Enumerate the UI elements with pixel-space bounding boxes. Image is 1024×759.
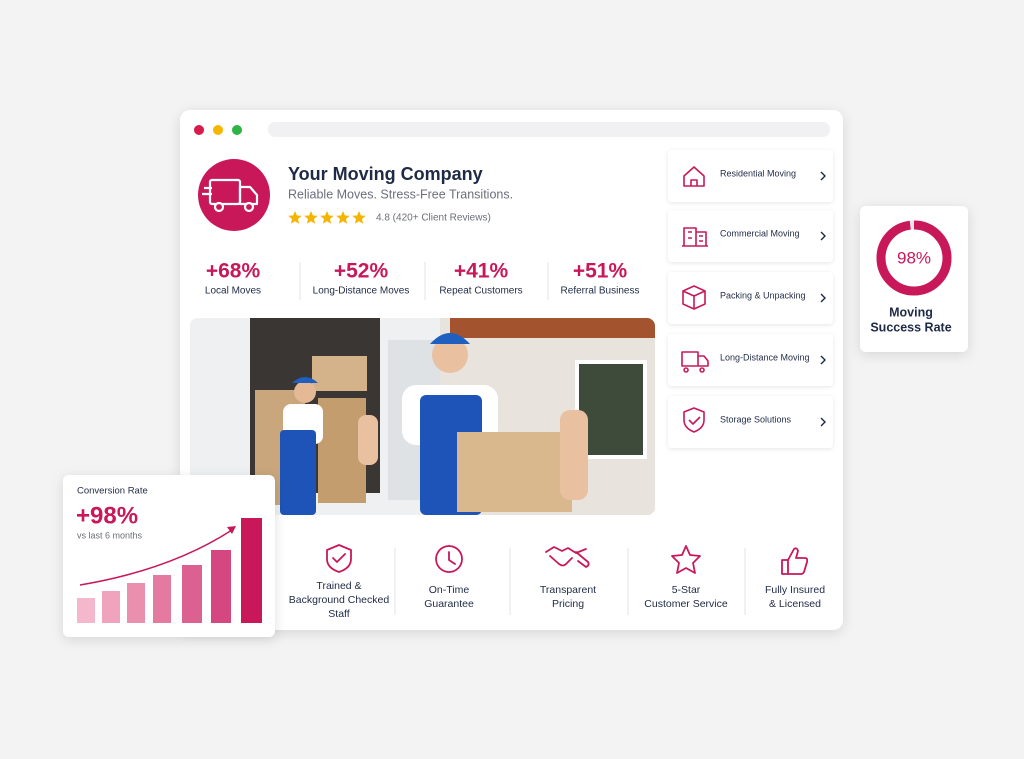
- chevron: [820, 231, 826, 241]
- service-label: Residential Moving: [720, 168, 796, 178]
- feature-label: On-Time: [429, 584, 470, 596]
- feature-label: Guarantee: [424, 598, 474, 610]
- chevron: [820, 171, 826, 181]
- feature-label: Staff: [328, 608, 349, 620]
- success-caption: Success Rate: [870, 320, 951, 334]
- feature-label: Transparent: [540, 584, 596, 596]
- star: [304, 211, 318, 224]
- success-rate-value: 98%: [897, 248, 931, 267]
- success-caption: Moving: [889, 305, 933, 319]
- stat-value: +68%: [206, 260, 261, 283]
- feature-icon: [671, 545, 701, 574]
- conversion-subtitle: vs last 6 months: [77, 530, 143, 540]
- rating: 4.8 (420+ Client Reviews): [376, 213, 491, 224]
- stat-label: Long-Distance Moves: [313, 286, 410, 297]
- address-bar: [268, 122, 830, 137]
- service-label: Long-Distance Moving: [720, 352, 810, 362]
- feature-label: Background Checked: [289, 594, 390, 606]
- window-dot: [213, 125, 223, 135]
- company-name: Your Moving Company: [288, 164, 483, 184]
- service-label: Commercial Moving: [720, 228, 800, 238]
- service-label: Packing & Unpacking: [720, 290, 806, 300]
- service-card[interactable]: [668, 334, 833, 386]
- service-icon: [682, 285, 706, 310]
- tagline: Reliable Moves. Stress-Free Transitions.: [288, 187, 513, 201]
- chevron: [820, 293, 826, 303]
- feature-label: Trained &: [316, 580, 361, 592]
- stat-value: +51%: [573, 260, 628, 283]
- service-card[interactable]: [668, 396, 833, 448]
- service-card[interactable]: [668, 272, 833, 324]
- service-icon: [681, 351, 709, 373]
- feature-icon: [545, 546, 590, 568]
- feature-icon: [781, 547, 809, 575]
- service-icon: [683, 407, 705, 433]
- trend-arrow-head: [227, 526, 236, 534]
- conversion-title: Conversion Rate: [77, 486, 148, 497]
- star: [320, 211, 334, 224]
- service-card[interactable]: [668, 150, 833, 202]
- star: [352, 211, 366, 224]
- feature-icon: [326, 544, 352, 573]
- service-card[interactable]: [668, 210, 833, 262]
- chevron: [820, 417, 826, 427]
- stat-label: Repeat Customers: [439, 286, 522, 297]
- feature-icon: [435, 545, 463, 573]
- service-label: Storage Solutions: [720, 414, 792, 424]
- window-dot: [194, 125, 204, 135]
- service-icon: [683, 166, 705, 187]
- service-icon: [682, 227, 708, 247]
- stars: [288, 211, 366, 224]
- star: [336, 211, 350, 224]
- chevron: [820, 355, 826, 365]
- feature-label: Pricing: [552, 598, 584, 610]
- stat-label: Referral Business: [561, 286, 640, 297]
- feature-label: Customer Service: [644, 598, 728, 610]
- ring-value: [876, 220, 952, 296]
- feature-label: Fully Insured: [765, 584, 825, 596]
- feature-label: 5-Star: [672, 584, 701, 596]
- logo: [198, 159, 270, 231]
- feature-label: & Licensed: [769, 598, 821, 610]
- conversion-value: +98%: [76, 502, 138, 529]
- stat-label: Local Moves: [205, 286, 261, 297]
- photo: [190, 318, 655, 515]
- truck-icon: [202, 178, 259, 213]
- stat-value: +52%: [334, 260, 389, 283]
- star: [288, 211, 302, 224]
- trend-arrow: [79, 529, 233, 586]
- stat-value: +41%: [454, 260, 509, 283]
- decorative-bars: [77, 518, 262, 623]
- window-dot: [232, 125, 242, 135]
